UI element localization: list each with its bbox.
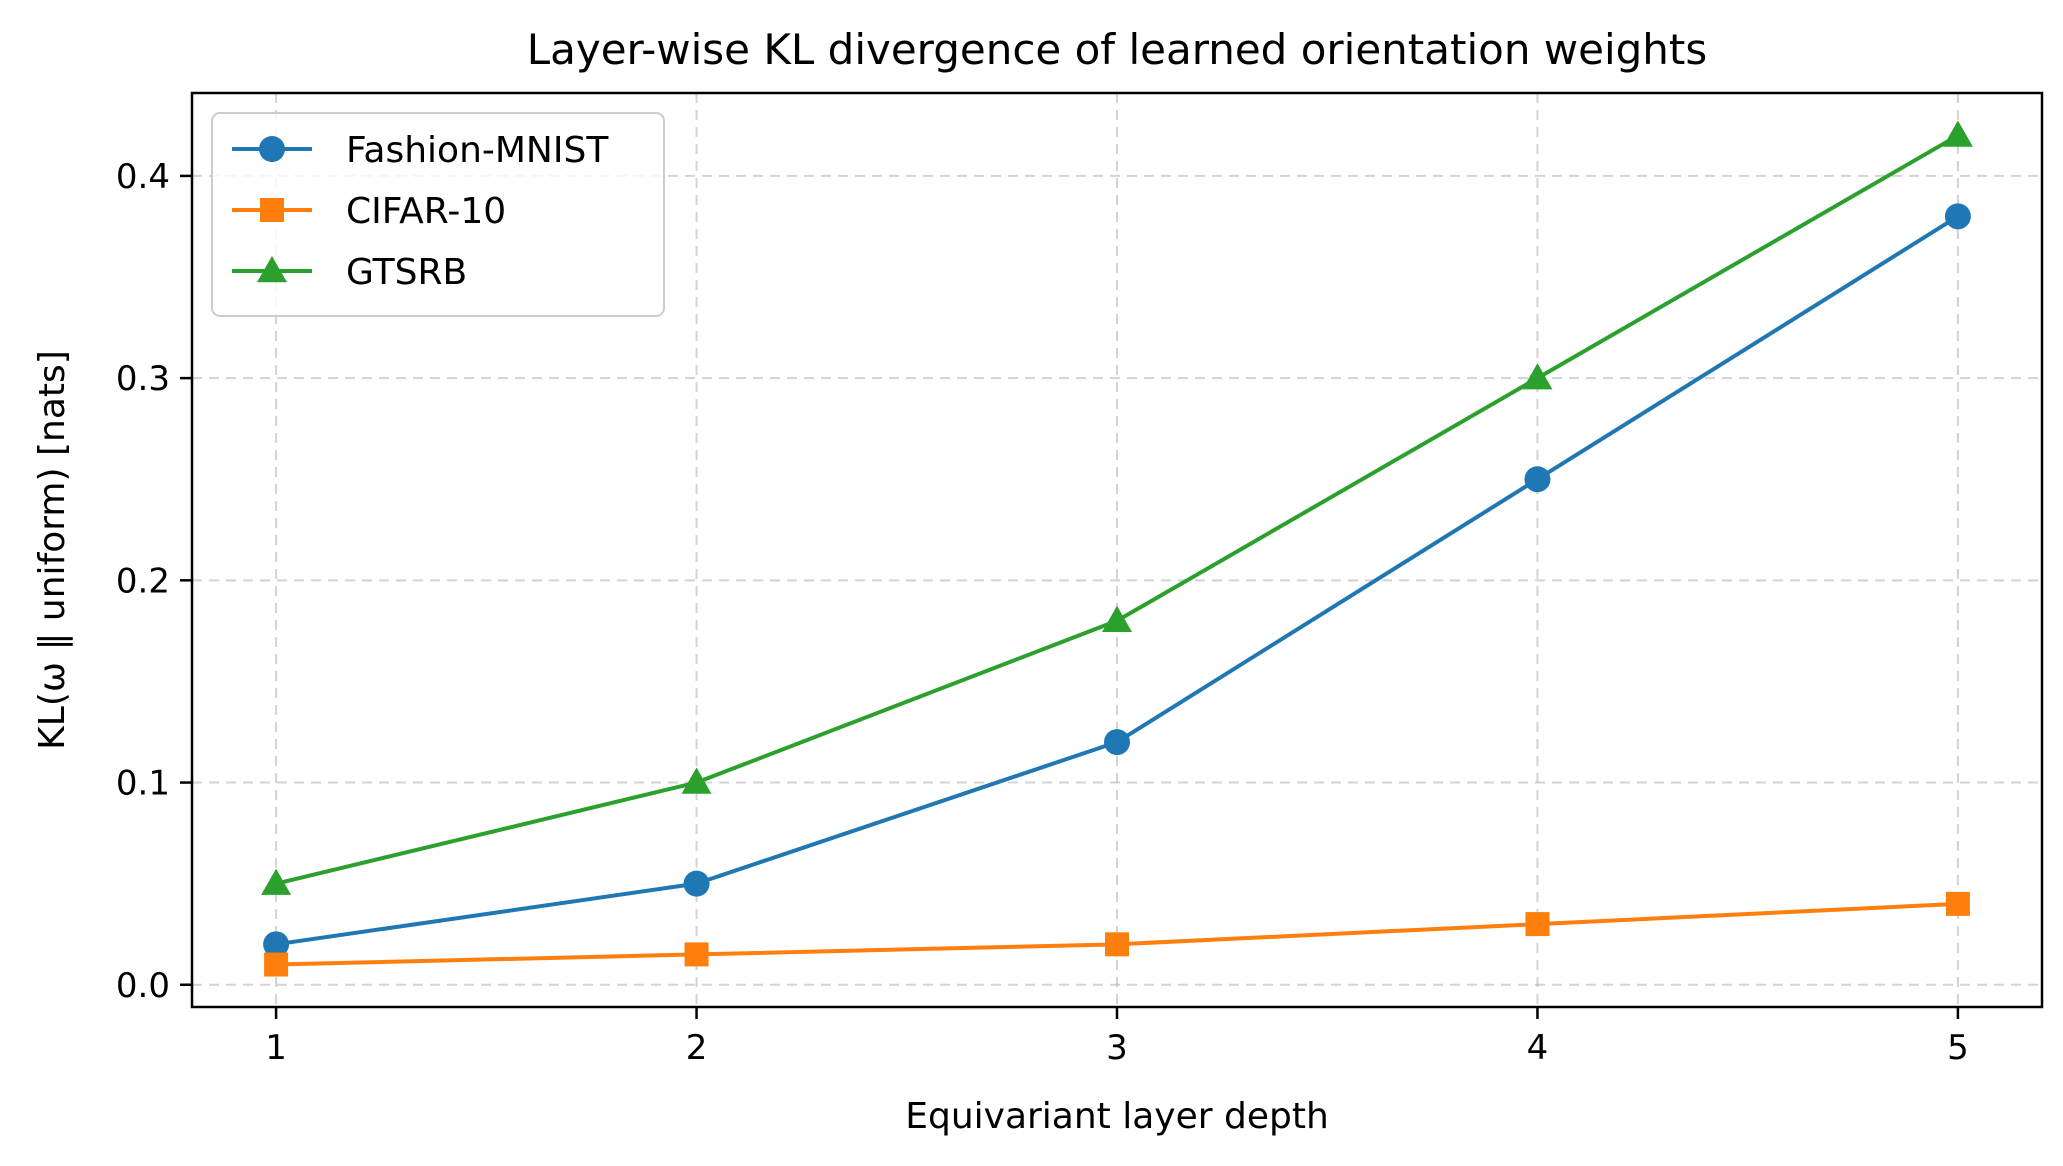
legend-marker [257, 256, 287, 283]
data-point [1942, 120, 1973, 147]
axis-ticks: 1 2 3 4 5 0.0 0.1 0.2 0.3 0.4 [116, 157, 1969, 1068]
y-tick-label: 0.3 [116, 359, 170, 399]
data-point [1104, 729, 1130, 756]
chart-title: Layer-wise KL divergence of learned orie… [527, 25, 1708, 74]
x-tick-label: 2 [686, 1028, 708, 1068]
data-point [1945, 891, 1970, 916]
data-point [263, 931, 290, 958]
legend-entry: CIFAR-10 [232, 191, 506, 232]
x-tick-label: 3 [1106, 1028, 1128, 1068]
x-tick-label: 1 [265, 1028, 287, 1068]
legend-box [211, 112, 665, 317]
data-point [1522, 363, 1553, 390]
series-cifar-10 [264, 891, 1970, 977]
data-point [681, 767, 712, 794]
y-tick-label: 0.1 [116, 764, 170, 804]
legend-entry: Fashion-MNIST [232, 130, 609, 171]
y-tick-label: 0.4 [116, 157, 170, 197]
data-point [684, 942, 709, 967]
grid-lines [192, 93, 2042, 1007]
x-axis-label: Equivariant layer depth [905, 1096, 1329, 1137]
data-point [1105, 932, 1129, 957]
data-point [261, 868, 292, 895]
data-point [683, 870, 710, 897]
x-tick-label: 5 [1947, 1028, 1969, 1068]
legend: Fashion-MNIST CIFAR-10 GTSRB [211, 112, 665, 317]
x-tick-label: 4 [1527, 1028, 1549, 1068]
legend-label: GTSRB [346, 252, 467, 293]
data-point [1102, 605, 1132, 633]
legend-marker [259, 136, 285, 162]
series-gtsrb [261, 120, 1973, 895]
y-axis-label: KL(ω ‖ uniform) [nats] [32, 350, 73, 750]
legend-label: CIFAR-10 [346, 191, 506, 232]
data-point [1944, 203, 1971, 230]
data-point [1525, 912, 1550, 937]
legend-marker [260, 198, 284, 222]
series-group [261, 120, 1973, 977]
series-fashion-mnist [263, 203, 1971, 958]
data-point [1524, 466, 1551, 493]
data-point [264, 952, 289, 977]
legend-label: Fashion-MNIST [346, 130, 609, 171]
y-tick-label: 0.2 [116, 561, 170, 601]
y-tick-label: 0.0 [116, 966, 170, 1006]
legend-entry: GTSRB [232, 252, 467, 293]
